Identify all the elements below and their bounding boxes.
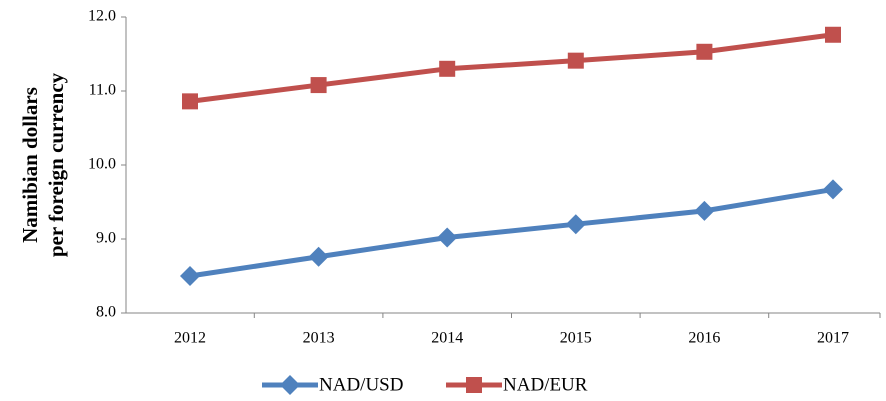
- legend-label: NAD/EUR: [503, 374, 588, 395]
- legend-marker: [466, 377, 482, 393]
- data-point: [825, 26, 841, 43]
- y-axis-label: Namibian dollars: [18, 87, 42, 243]
- data-point: [310, 77, 327, 94]
- x-tick-label: 2017: [817, 330, 849, 347]
- x-tick-label: 2014: [431, 330, 463, 347]
- data-point: [308, 246, 329, 267]
- x-tick-label: 2016: [688, 330, 720, 347]
- legend-label: NAD/USD: [319, 374, 403, 395]
- x-tick-label: 2015: [560, 330, 592, 347]
- series-line: [189, 32, 834, 104]
- data-point: [180, 266, 200, 286]
- legend-marker: [280, 375, 300, 395]
- data-point: [565, 214, 586, 235]
- data-point: [437, 227, 458, 248]
- data-point: [567, 52, 584, 69]
- data-point: [182, 93, 198, 110]
- data-point: [696, 43, 713, 60]
- x-tick-label: 2013: [303, 330, 335, 347]
- series-line: [189, 186, 834, 279]
- x-tick-label: 2012: [174, 330, 206, 347]
- y-tick-label: 8.0: [96, 304, 116, 321]
- data-point: [694, 200, 715, 221]
- data-point: [439, 60, 456, 77]
- y-tick-label: 12.0: [88, 8, 116, 25]
- y-tick-label: 10.0: [88, 156, 116, 173]
- data-point: [823, 179, 843, 200]
- y-tick-label: 9.0: [96, 230, 116, 247]
- y-axis-label-group: Namibian dollars per foreign currency: [18, 72, 68, 257]
- y-tick-label: 11.0: [89, 82, 116, 99]
- y-axis-label: per foreign currency: [44, 72, 68, 257]
